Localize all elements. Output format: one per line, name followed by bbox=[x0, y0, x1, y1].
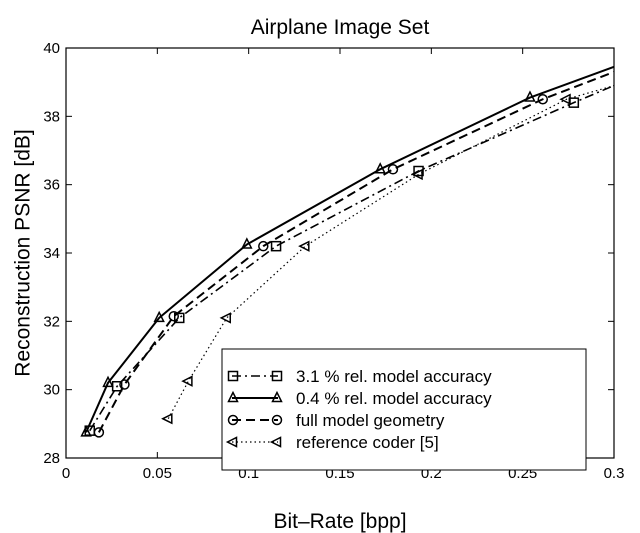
y-tick-label: 28 bbox=[43, 450, 60, 467]
x-axis-label: Bit–Rate [bpp] bbox=[273, 510, 406, 533]
x-tick-label: 0.3 bbox=[604, 465, 625, 482]
series-line bbox=[89, 84, 615, 432]
legend-label: 0.4 % rel. model accuracy bbox=[296, 389, 492, 408]
y-tick-label: 38 bbox=[43, 108, 60, 125]
triangle-up-marker bbox=[374, 162, 386, 174]
triangle-up-marker bbox=[271, 390, 283, 403]
series-line bbox=[167, 85, 615, 419]
legend-label: 3.1 % rel. model accuracy bbox=[296, 367, 492, 386]
legend-box bbox=[221, 348, 587, 471]
circle-marker bbox=[119, 379, 130, 390]
series-layer bbox=[80, 65, 615, 438]
y-tick-label: 34 bbox=[43, 245, 60, 262]
square-marker bbox=[174, 312, 185, 324]
circle-marker bbox=[227, 414, 239, 426]
square-marker bbox=[270, 240, 282, 252]
y-tick-label: 30 bbox=[43, 382, 60, 399]
circle-marker bbox=[168, 310, 180, 322]
triangle-up-marker bbox=[102, 375, 114, 388]
series-2 bbox=[80, 65, 615, 437]
y-tick-label: 36 bbox=[43, 177, 60, 194]
circle-marker bbox=[93, 427, 105, 438]
series-line bbox=[85, 65, 615, 433]
square-marker bbox=[413, 165, 424, 177]
triangle-left-marker bbox=[269, 436, 282, 448]
legend: 3.1 % rel. model accuracy 0.4 % rel. mode… bbox=[221, 348, 587, 471]
y-axis-label: Reconstruction PSNR [dB] bbox=[12, 129, 35, 376]
circle-marker bbox=[258, 240, 269, 252]
triangle-up-marker bbox=[227, 390, 239, 403]
x-tick-label: 0 bbox=[62, 465, 70, 482]
triangle-left-marker bbox=[219, 312, 231, 324]
triangle-left-marker bbox=[298, 240, 310, 252]
series-4 bbox=[161, 85, 615, 425]
chart-title: Airplane Image Set bbox=[251, 16, 430, 39]
triangle-left-marker bbox=[161, 412, 173, 425]
legend-label: reference coder [5] bbox=[296, 433, 439, 452]
circle-marker bbox=[387, 164, 399, 175]
series-3 bbox=[93, 70, 615, 438]
triangle-up-marker bbox=[153, 310, 165, 323]
x-tick-label: 0.05 bbox=[143, 465, 172, 482]
y-tick-label: 32 bbox=[43, 313, 60, 330]
series-line bbox=[97, 70, 615, 433]
circle-marker bbox=[271, 414, 283, 426]
triangle-left-marker bbox=[559, 93, 571, 105]
triangle-up-marker bbox=[80, 425, 92, 437]
y-tick-label: 40 bbox=[43, 40, 60, 57]
triangle-left-marker bbox=[225, 436, 238, 448]
square-marker bbox=[227, 370, 239, 382]
triangle-up-marker bbox=[241, 237, 253, 249]
triangle-left-marker bbox=[181, 375, 193, 387]
triangle-left-marker bbox=[411, 168, 423, 181]
square-marker bbox=[271, 370, 283, 382]
circle-marker bbox=[537, 94, 549, 105]
triangle-up-marker bbox=[524, 90, 536, 102]
legend-label: full model geometry bbox=[296, 411, 445, 430]
